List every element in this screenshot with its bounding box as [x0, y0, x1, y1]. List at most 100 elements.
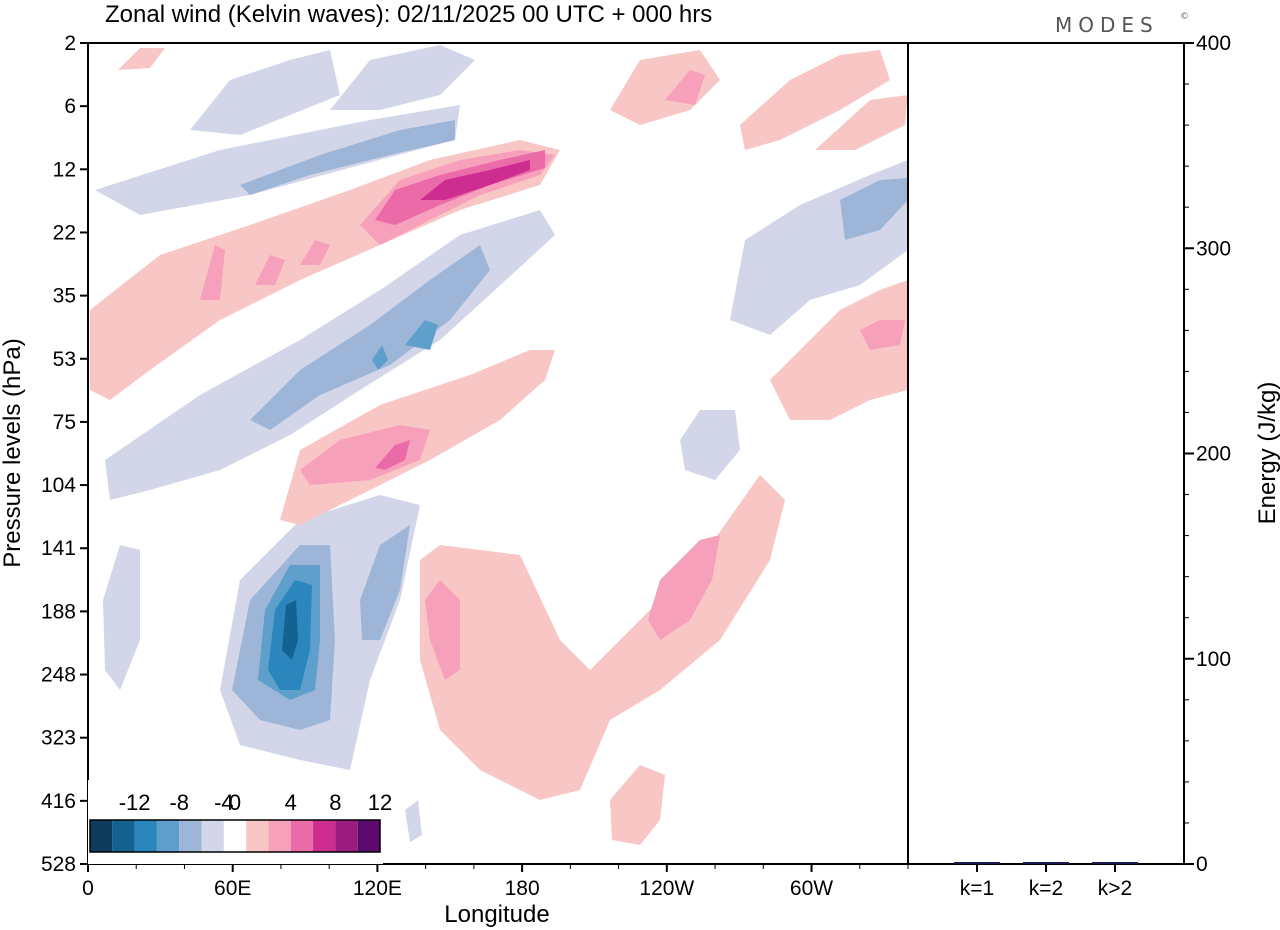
y-tick-label: 188: [41, 600, 76, 623]
y-tick-label: 12: [53, 158, 76, 181]
energy-tick-label: 400: [1196, 32, 1231, 55]
pos-med-left: [425, 580, 460, 680]
colorbar: -12 -8 -40 4 8 12: [88, 780, 392, 864]
y-axis-label: Pressure levels (hPa): [0, 338, 26, 567]
band-neg-top2: [330, 45, 475, 110]
negative-bands-deep: [282, 600, 298, 660]
band-neg-upper: [95, 105, 460, 215]
pos-med-mid: [300, 425, 430, 485]
band-pos-top: [118, 48, 165, 70]
colorbar-swatch: [357, 820, 380, 852]
y-tick-label: 323: [41, 727, 76, 750]
y-tick-label: 53: [53, 348, 76, 371]
colorbar-swatch: [90, 820, 113, 852]
colorbar-swatch: [290, 820, 314, 852]
colorbar-label: -8: [169, 790, 189, 815]
contour-field: [90, 45, 908, 864]
colorbar-swatch: [313, 820, 336, 852]
x-tick-label: 120E: [353, 877, 402, 900]
energy-bar-k>2: [1092, 862, 1138, 864]
colorbar-swatch: [112, 820, 135, 852]
colorbar-swatch: [201, 820, 224, 852]
neg-med-mid: [250, 245, 490, 430]
band-neg-foot: [405, 800, 422, 842]
band-neg-top: [190, 50, 340, 135]
chart-title: Zonal wind (Kelvin waves): 02/11/2025 00…: [105, 1, 712, 28]
pos-strong-mid: [375, 440, 410, 470]
colorbar-swatch: [156, 820, 180, 852]
y-tick-label: 75: [53, 411, 76, 434]
pos-med-upleft: [200, 245, 225, 300]
y-tick-label: 248: [41, 664, 76, 687]
x-tick-label: 180: [505, 877, 540, 900]
pressure-axis: 2 6 12 22 35 53 75 104 141 188 248 323 416 528: [41, 32, 88, 876]
y-tick-label: 416: [41, 790, 76, 813]
energy-tick-label: 100: [1196, 648, 1231, 671]
energy-category-label: k>2: [1098, 877, 1132, 900]
colorbar-frame: [89, 819, 381, 853]
energy-tick-label: 300: [1196, 237, 1231, 260]
energy-categories: k=1 k=2 k>2: [960, 864, 1132, 900]
x-tick-label: 60W: [790, 877, 833, 900]
energy-axis-label: Energy (J/kg): [1254, 382, 1280, 525]
neg-med-upper: [240, 120, 455, 195]
colorbar-label: -4: [214, 790, 234, 815]
band-pos-lower: [420, 475, 785, 800]
colorbar-label: 12: [368, 790, 392, 815]
energy-plot-frame: [907, 42, 1185, 865]
band-pos-foot: [610, 765, 665, 845]
colorbar-swatch: [335, 820, 358, 852]
colorbar-label: 0: [229, 790, 241, 815]
colorbar-label: 4: [285, 790, 297, 815]
neg-strong-mid: [405, 320, 438, 350]
brand-logo: MODES ©: [1055, 12, 1189, 37]
energy-category-label: k=1: [960, 877, 994, 900]
neg-med-side: [360, 525, 410, 640]
colorbar-swatch: [179, 820, 202, 852]
pos-med-ne: [665, 70, 705, 105]
y-tick-label: 528: [41, 853, 76, 876]
y-tick-label: 2: [64, 32, 76, 55]
energy-bar-k=2: [1023, 862, 1069, 864]
pos-med-east: [860, 320, 905, 350]
band-pos-east: [770, 280, 908, 420]
band-neg-left: [103, 545, 140, 690]
y-tick-label: 141: [41, 537, 76, 560]
colorbar-swatch: [134, 820, 157, 852]
band-pos-ne: [610, 50, 720, 125]
energy-tick-label: 0: [1196, 853, 1208, 876]
y-tick-label: 6: [64, 95, 76, 118]
neg-med-east: [840, 178, 908, 240]
y-tick-label: 22: [53, 221, 76, 244]
pos-med-lower: [648, 535, 720, 640]
energy-bar-k=1: [954, 862, 1000, 864]
longitude-axis: 0 60E 120E 180 120W 60W: [82, 864, 909, 900]
x-tick-label: 120W: [639, 877, 694, 900]
neg-deep-lower: [282, 600, 298, 660]
neg-strong-mid2: [372, 345, 388, 370]
energy-bars: [954, 862, 1138, 864]
colorbar-label: 8: [329, 790, 341, 815]
brand-text: MODES: [1055, 13, 1159, 37]
x-tick-label: 0: [82, 877, 94, 900]
band-pos-ne2: [740, 50, 890, 150]
pos-med-upleft3: [300, 240, 330, 265]
pos-core-upper: [420, 160, 530, 200]
x-axis-label: Longitude: [444, 901, 549, 928]
band-pos-ne3: [815, 95, 908, 150]
energy-tick-label: 200: [1196, 443, 1231, 466]
energy-category-label: k=2: [1029, 877, 1063, 900]
brand-mark: ©: [1180, 12, 1189, 22]
colorbar-swatch: [268, 820, 291, 852]
band-neg-blob: [680, 410, 740, 480]
positive-bands-core: [420, 160, 530, 200]
y-tick-label: 35: [53, 285, 76, 308]
colorbar-label: -12: [119, 790, 151, 815]
x-tick-label: 60E: [214, 877, 251, 900]
y-tick-label: 104: [41, 474, 76, 497]
colorbar-swatch: [246, 820, 269, 852]
pos-med-upleft2: [255, 255, 285, 285]
energy-axis: 0 100 200 300 400: [1184, 32, 1231, 876]
colorbar-swatch: [223, 820, 247, 852]
